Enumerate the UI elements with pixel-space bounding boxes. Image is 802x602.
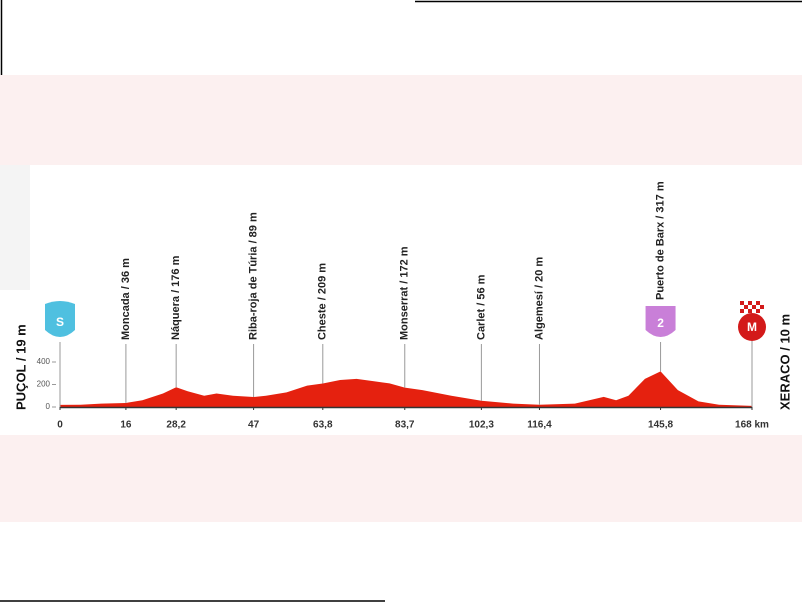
strip: [0, 165, 30, 290]
x-tick-label: 83,7: [395, 420, 415, 431]
x-tick-label: 0: [57, 420, 63, 431]
x-tick-label: 28,2: [166, 420, 186, 431]
x-tick-label: 116,4: [527, 420, 552, 431]
waypoint-label: Moncada / 36 m: [120, 258, 132, 340]
finish-town: XERACO / 10 m: [777, 314, 792, 410]
finish-badge: [738, 313, 766, 341]
waypoint-label: Puerto de Barx / 317 m: [654, 181, 666, 300]
x-tick-label: 63,8: [313, 420, 333, 431]
x-tick-label: 16: [120, 420, 132, 431]
finish-flag: [752, 305, 756, 309]
waypoint-label: Cheste / 209 m: [317, 263, 329, 340]
waypoint-label: Riba-roja de Túria / 89 m: [248, 212, 260, 340]
finish-flag: [756, 309, 760, 313]
finish-flag: [744, 309, 748, 313]
y-tick-label: 0: [46, 402, 51, 411]
finish-flag: [756, 305, 760, 309]
finish-flag: [748, 309, 752, 313]
y-tick-label: 200: [37, 380, 51, 389]
finish-flag: [740, 305, 744, 309]
elevation-area: [60, 371, 752, 407]
finish-badge-text: M: [747, 320, 757, 334]
finish-flag: [748, 301, 752, 305]
x-tick-label: 102,3: [469, 420, 494, 431]
start-town: PUÇOL / 19 m: [13, 324, 28, 410]
climb-badge: [645, 306, 676, 337]
finish-flag: [760, 305, 764, 309]
x-tick-label: 145,8: [648, 420, 673, 431]
waypoint-label: Monserrat / 172 m: [399, 246, 411, 340]
finish-flag: [752, 301, 756, 305]
waypoint-label: Náquera / 176 m: [170, 255, 182, 340]
band: [0, 75, 802, 165]
finish-flag: [760, 301, 764, 305]
finish-flag: [756, 301, 760, 305]
finish-flag: [740, 309, 744, 313]
x-tick-label: 168 km: [735, 420, 769, 431]
finish-flag: [744, 305, 748, 309]
start-badge-text: S: [56, 315, 64, 329]
band: [0, 435, 802, 522]
start-badge: [45, 301, 75, 337]
x-tick-label: 47: [248, 420, 260, 431]
finish-flag: [748, 305, 752, 309]
finish-flag: [752, 309, 756, 313]
finish-flag: [740, 301, 744, 305]
finish-flag: [744, 301, 748, 305]
climb-badge-text: 2: [657, 316, 664, 330]
y-tick-label: 400: [37, 357, 51, 366]
finish-flag: [760, 309, 764, 313]
waypoint-label: Carlet / 56 m: [475, 274, 487, 340]
waypoint-label: Algemesí / 20 m: [533, 257, 545, 340]
